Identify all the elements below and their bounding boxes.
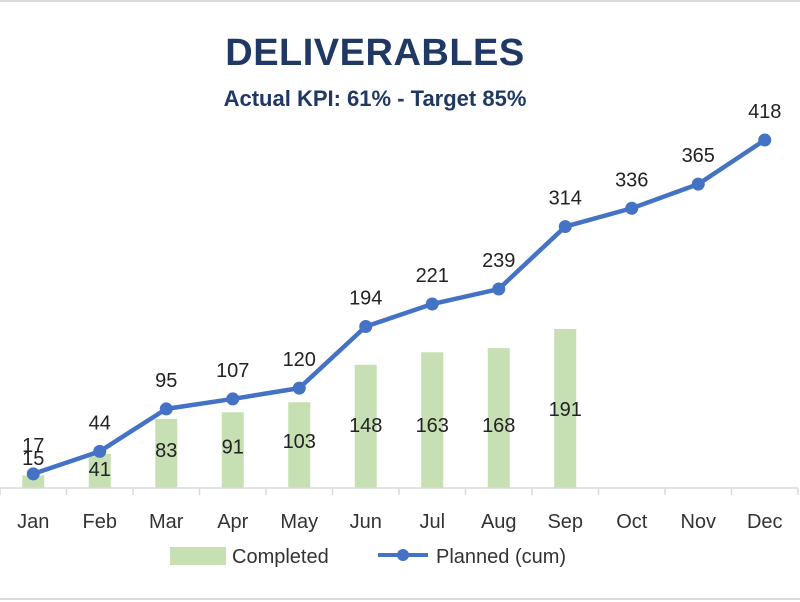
planned-point-jul: [425, 297, 439, 311]
planned-value-label: 239: [482, 250, 515, 272]
x-tick-label: Jul: [419, 511, 445, 533]
x-tick-label: Aug: [481, 511, 517, 533]
completed-bar-jun: [354, 364, 377, 488]
planned-value-label: 194: [349, 287, 382, 309]
legend-swatch-completed: [170, 547, 226, 565]
completed-bar-apr: [221, 412, 244, 488]
planned-point-apr: [226, 392, 240, 406]
planned-value-label: 365: [682, 145, 715, 167]
data-labels: 17 44 95 107 120 194 221 239 314 336 365 418 15 41 83 9…: [22, 101, 781, 481]
planned-point-nov: [691, 177, 705, 191]
completed-bar-sep: [554, 328, 577, 488]
planned-value-label: 107: [216, 360, 249, 382]
x-tick-label: Mar: [149, 511, 184, 533]
legend: Completed Planned (cum): [170, 546, 566, 568]
x-tick-label: Oct: [616, 511, 648, 533]
planned-point-may: [292, 381, 306, 395]
completed-value-label: 15: [22, 448, 44, 470]
planned-value-label: 44: [89, 412, 111, 434]
x-tick-label: Jun: [350, 511, 382, 533]
completed-bar-jul: [421, 352, 444, 488]
completed-value-label: 103: [283, 431, 316, 453]
completed-bar-feb: [88, 453, 111, 488]
completed-value-label: 83: [155, 440, 177, 462]
legend-label-completed: Completed: [232, 546, 329, 568]
planned-value-label: 221: [416, 265, 449, 287]
x-tick-label: Apr: [217, 511, 248, 533]
chart-subtitle: Actual KPI: 61% - Target 85%: [223, 86, 527, 111]
x-tick-label: Jan: [17, 511, 49, 533]
x-tick-label: Feb: [83, 511, 117, 533]
planned-series-line: [32, 138, 766, 476]
completed-value-label: 41: [89, 459, 111, 481]
planned-value-label: 314: [549, 188, 582, 210]
completed-value-label: 91: [222, 436, 244, 458]
planned-point-dec: [758, 133, 772, 147]
planned-value-label: 120: [283, 349, 316, 371]
planned-point-sep: [558, 220, 572, 234]
planned-point-aug: [492, 282, 506, 296]
legend-swatch-planned-marker: [397, 549, 409, 561]
completed-value-label: 148: [349, 415, 382, 437]
legend-label-planned: Planned (cum): [436, 546, 566, 568]
planned-line: [26, 133, 772, 481]
planned-point-mar: [159, 402, 173, 416]
completed-value-label: 191: [549, 399, 582, 421]
planned-point-feb: [93, 444, 107, 458]
planned-value-label: 336: [615, 169, 648, 191]
completed-bar-may: [288, 402, 311, 488]
planned-point-jan: [26, 467, 40, 481]
completed-value-label: 168: [482, 415, 515, 437]
completed-bars: [22, 328, 577, 488]
completed-value-label: 163: [416, 415, 449, 437]
planned-value-label: 95: [155, 370, 177, 392]
x-tick-label: May: [280, 511, 318, 533]
planned-value-label: 418: [748, 101, 781, 123]
chart-title: DELIVERABLES: [225, 32, 525, 74]
completed-bar-jan: [22, 475, 45, 488]
completed-bar-mar: [155, 418, 178, 488]
x-tick-label: Sep: [547, 511, 583, 533]
planned-point-jun: [359, 319, 373, 333]
x-axis: Jan Feb Mar Apr May Jun Jul Aug Sep Oct Nov Dec: [0, 487, 799, 533]
planned-point-oct: [625, 201, 639, 215]
planned-value-label: 17: [22, 435, 44, 457]
x-tick-label: Nov: [680, 511, 716, 533]
completed-bar-aug: [487, 348, 510, 488]
x-tick-label: Dec: [747, 511, 783, 533]
